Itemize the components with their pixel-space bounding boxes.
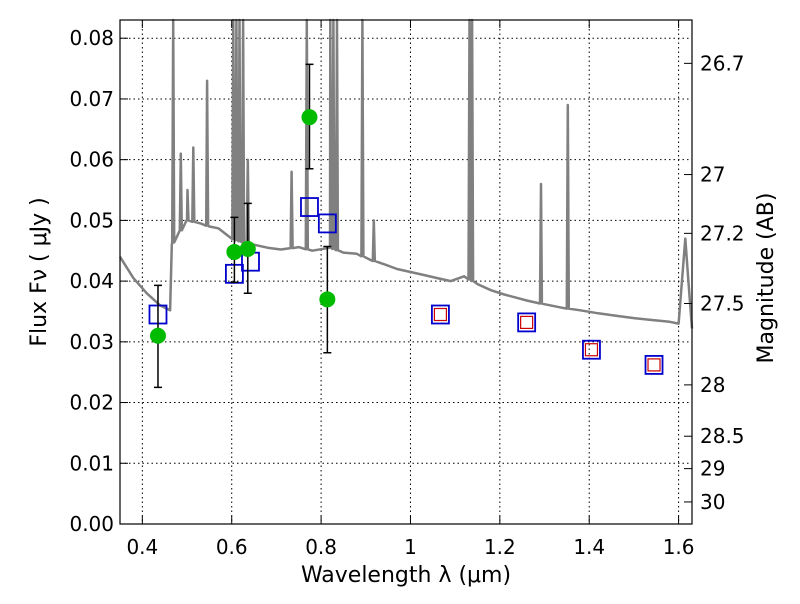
y-tick-label: 0.04 — [69, 269, 114, 293]
model-square — [517, 312, 537, 333]
y2-tick-label: 28.5 — [700, 424, 745, 448]
ticks: 0.4 0.6 0.8 1 1.2 1.4 1.6 0.00 0.01 0.02 0.03 0.04 0… — [69, 20, 745, 559]
y-tick-label: 0.01 — [69, 451, 114, 475]
model-inner-square — [520, 315, 534, 329]
model-square — [431, 304, 450, 325]
y-tick-label: 0.08 — [69, 26, 114, 50]
observed-point — [319, 291, 336, 308]
model-inner-square — [584, 343, 599, 357]
observed-point — [301, 109, 318, 126]
y-tick-label: 0.00 — [69, 512, 114, 536]
observed-point — [226, 243, 243, 260]
x-axis-label: Wavelength λ (μm) — [301, 563, 511, 588]
y-axis-label: Flux Fν ( μJy ) — [27, 197, 52, 346]
spectrum — [118, 18, 694, 329]
model-square — [582, 339, 601, 360]
model-square — [317, 213, 337, 234]
x-tick-label: 0.8 — [305, 535, 337, 559]
model-square — [300, 197, 319, 217]
y2-tick-label: 27.2 — [700, 221, 745, 245]
observed-point — [239, 240, 256, 257]
y-tick-label: 0.02 — [69, 391, 114, 415]
observed-points — [149, 63, 336, 389]
y2-tick-label: 29 — [700, 457, 725, 481]
plot-frame — [119, 19, 693, 525]
x-tick-label: 0.6 — [216, 535, 248, 559]
x-tick-label: 1.6 — [663, 535, 695, 559]
y-tick-label: 0.05 — [69, 208, 114, 232]
x-tick-label: 1 — [404, 535, 417, 559]
model-square — [644, 355, 664, 375]
x-tick-label: 1.2 — [484, 535, 516, 559]
y-tick-label: 0.07 — [69, 87, 114, 111]
spectrum-line — [118, 18, 694, 329]
model-inner-square — [433, 307, 448, 322]
y2-tick-label: 26.7 — [700, 51, 745, 75]
y2-axis-label: Magnitude (AB) — [754, 193, 779, 364]
y-tick-label: 0.06 — [69, 148, 114, 172]
observed-point — [149, 327, 166, 344]
y2-tick-label: 27.5 — [700, 292, 745, 316]
y2-tick-label: 30 — [700, 490, 725, 514]
x-tick-label: 0.4 — [126, 535, 158, 559]
y-tick-label: 0.03 — [69, 330, 114, 354]
model-points — [148, 197, 664, 375]
x-tick-label: 1.4 — [573, 535, 605, 559]
model-inner-square — [647, 358, 661, 372]
y2-tick-label: 27 — [700, 163, 725, 187]
y2-tick-label: 28 — [700, 373, 725, 397]
